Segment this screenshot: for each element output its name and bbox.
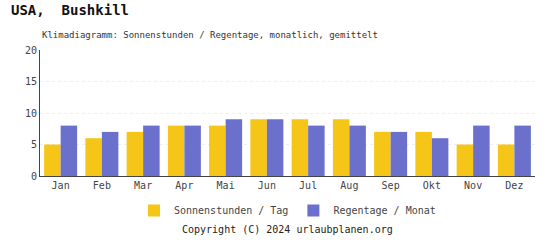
svg-text:Sep: Sep — [382, 180, 400, 191]
svg-text:Sonnenstunden / Tag: Sonnenstunden / Tag — [174, 205, 288, 216]
svg-text:Jun: Jun — [258, 180, 276, 191]
svg-text:Klimadiagramm: Sonnenstunden /: Klimadiagramm: Sonnenstunden / Regentage… — [42, 30, 378, 40]
svg-text:Aug: Aug — [340, 180, 358, 191]
svg-text:Mar: Mar — [134, 180, 152, 191]
svg-text:Jul: Jul — [299, 180, 317, 191]
svg-text:Nov: Nov — [464, 180, 482, 191]
svg-text:Regentage / Monat: Regentage / Monat — [333, 205, 435, 216]
svg-text:Apr: Apr — [175, 180, 193, 191]
svg-text:Okt: Okt — [423, 180, 441, 191]
svg-text:Mai: Mai — [217, 180, 235, 191]
svg-text:15: 15 — [25, 76, 37, 87]
svg-text:5: 5 — [31, 139, 37, 150]
svg-text:Jan: Jan — [52, 180, 70, 191]
svg-text:USA, Bushkill: USA, Bushkill — [11, 2, 129, 18]
svg-text:Copyright (C) 2024 urlaubplane: Copyright (C) 2024 urlaubplanen.org — [182, 224, 393, 235]
svg-text:0: 0 — [31, 171, 37, 182]
svg-text:10: 10 — [25, 108, 37, 119]
svg-text:Feb: Feb — [93, 180, 111, 191]
svg-text:Dez: Dez — [505, 180, 523, 191]
svg-text:20: 20 — [25, 45, 37, 56]
